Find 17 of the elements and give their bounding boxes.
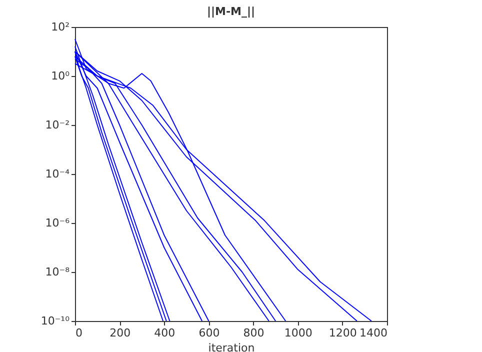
y-tick-label: 10⁰ — [51, 70, 70, 82]
y-tick-label: 10² — [51, 20, 70, 34]
x-tick-label: 600 — [198, 326, 220, 340]
x-tick-label: 1000 — [284, 326, 312, 340]
x-tick-label: 0 — [76, 326, 82, 340]
chart-title: ||M-M_|| — [206, 5, 256, 18]
x-tick-label: 200 — [110, 326, 131, 340]
x-tick-label: 1400 — [360, 326, 388, 340]
y-tick-label: 10⁻⁴ — [45, 168, 70, 180]
x-tick-label: 400 — [154, 326, 176, 340]
x-axis-title: iteration — [208, 342, 255, 352]
y-tick-label: 10⁻¹⁰ — [40, 314, 70, 328]
y-tick-label: 10⁻⁸ — [45, 266, 70, 278]
x-tick-label: 800 — [243, 326, 264, 340]
y-tick-label: 10⁻⁶ — [45, 216, 70, 230]
y-tick-label: 10⁻² — [45, 118, 70, 132]
x-tick-label: 1200 — [328, 326, 357, 340]
